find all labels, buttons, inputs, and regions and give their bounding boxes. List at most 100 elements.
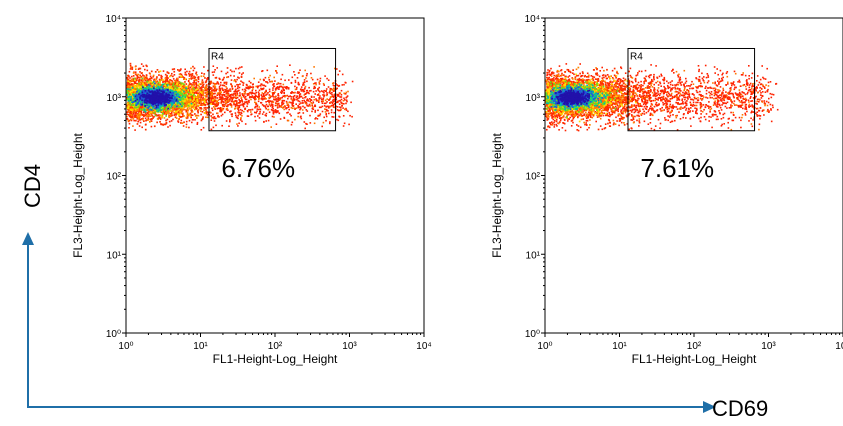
scatter-point xyxy=(342,115,345,117)
scatter-point xyxy=(280,89,283,92)
scatter-point xyxy=(332,106,335,108)
scatter-point xyxy=(241,115,243,117)
scatter-point xyxy=(194,104,197,107)
scatter-point xyxy=(129,108,132,111)
scatter-point xyxy=(230,103,232,106)
scatter-point xyxy=(289,64,291,66)
scatter-point xyxy=(142,118,144,121)
scatter-point xyxy=(170,112,173,115)
scatter-point xyxy=(210,119,213,121)
scatter-point xyxy=(304,96,306,99)
scatter-point xyxy=(160,111,163,114)
scatter-point xyxy=(201,118,204,120)
scatter-point xyxy=(326,101,328,103)
scatter-point xyxy=(206,91,209,93)
scatter-point xyxy=(137,120,139,123)
scatter-point xyxy=(279,98,282,101)
scatter-point xyxy=(317,114,320,117)
scatter-point xyxy=(164,106,166,109)
scatter-point xyxy=(167,126,169,128)
scatter-point xyxy=(146,115,148,117)
scatter-point xyxy=(256,104,259,107)
scatter-point xyxy=(237,108,239,110)
scatter-point xyxy=(194,115,197,117)
scatter-point xyxy=(157,117,160,119)
scatter-point xyxy=(264,114,267,116)
scatter-point xyxy=(298,105,300,108)
scatter-point xyxy=(331,101,334,103)
scatter-point xyxy=(205,108,207,111)
scatter-point xyxy=(306,98,309,100)
scatter-point xyxy=(202,83,205,86)
scatter-point xyxy=(255,91,258,94)
scatter-point xyxy=(173,74,176,76)
scatter-point xyxy=(185,123,188,126)
scatter-point xyxy=(276,102,279,105)
scatter-point xyxy=(292,105,294,107)
scatter-point xyxy=(230,100,233,103)
scatter-point xyxy=(237,111,240,114)
scatter-point xyxy=(236,93,239,95)
scatter-point xyxy=(296,77,299,79)
scatter-point xyxy=(300,107,302,110)
scatter-point xyxy=(230,83,232,85)
scatter-point xyxy=(150,118,153,120)
scatter-point xyxy=(308,104,311,106)
scatter-point xyxy=(135,68,137,70)
scatter-point xyxy=(257,81,260,83)
scatter-point xyxy=(169,112,172,115)
scatter-point xyxy=(238,72,241,74)
scatter-point xyxy=(196,74,198,76)
scatter-point xyxy=(193,79,195,82)
scatter-point xyxy=(173,111,175,114)
scatter-point xyxy=(162,81,165,83)
scatter-point xyxy=(240,104,242,106)
scatter-point xyxy=(160,77,163,80)
scatter-point xyxy=(266,82,269,84)
scatter-point xyxy=(331,116,333,118)
scatter-point xyxy=(318,81,320,84)
scatter-point xyxy=(277,98,279,101)
scatter-point xyxy=(137,107,140,110)
scatter-point xyxy=(340,101,342,104)
scatter-point xyxy=(148,110,151,112)
scatter-point xyxy=(275,86,278,89)
scatter-point xyxy=(139,89,142,91)
scatter-point xyxy=(273,83,275,85)
scatter-point xyxy=(305,103,308,105)
scatter-point xyxy=(336,95,339,97)
scatter-point xyxy=(128,127,130,129)
scatter-point xyxy=(174,111,177,113)
scatter-point xyxy=(216,94,218,96)
scatter-point xyxy=(206,87,209,90)
scatter-point xyxy=(335,98,338,101)
scatter-point xyxy=(343,103,345,105)
scatter-point xyxy=(177,81,180,83)
scatter-point xyxy=(301,75,304,78)
scatter-point xyxy=(278,88,280,90)
scatter-point xyxy=(308,90,311,92)
scatter-point xyxy=(193,96,196,99)
scatter-point xyxy=(242,72,244,74)
scatter-point xyxy=(213,103,215,106)
scatter-point xyxy=(312,108,314,110)
scatter-point xyxy=(202,126,205,129)
scatter-point xyxy=(151,83,154,86)
scatter-point xyxy=(297,100,300,102)
scatter-point xyxy=(305,74,308,77)
scatter-point xyxy=(271,95,273,98)
scatter-point xyxy=(175,101,178,104)
scatter-point xyxy=(177,121,180,123)
scatter-point xyxy=(297,72,300,74)
scatter-point xyxy=(183,85,186,87)
scatter-point xyxy=(320,97,322,99)
scatter-point xyxy=(328,91,331,94)
scatter-point xyxy=(250,113,252,116)
scatter-point xyxy=(237,109,240,112)
scatter-point xyxy=(213,96,216,98)
scatter-point xyxy=(278,82,280,85)
scatter-point xyxy=(195,102,197,104)
scatter-point xyxy=(185,96,188,99)
scatter-point xyxy=(254,106,256,109)
